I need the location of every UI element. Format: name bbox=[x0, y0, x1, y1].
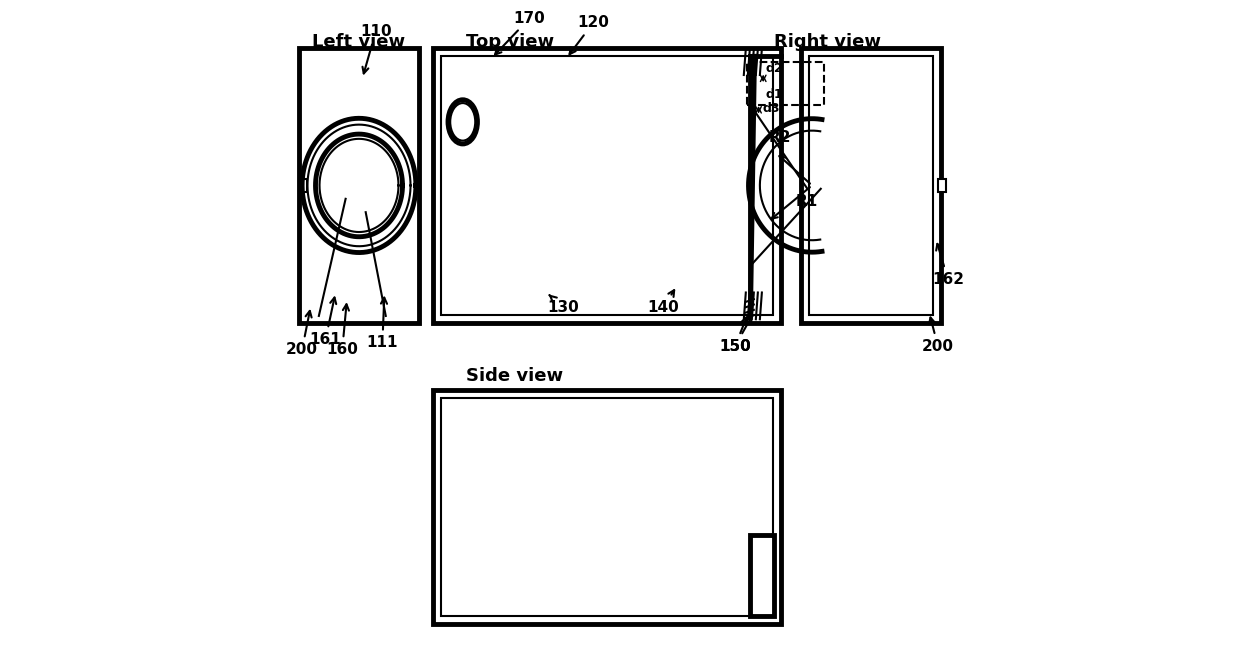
Text: R1: R1 bbox=[795, 194, 817, 208]
Text: 160: 160 bbox=[326, 304, 358, 357]
Text: Right view: Right view bbox=[774, 32, 880, 50]
Text: 200: 200 bbox=[921, 318, 954, 353]
Bar bbox=[440, 56, 773, 314]
Bar bbox=[433, 390, 781, 624]
Text: 150: 150 bbox=[719, 317, 751, 353]
Text: 130: 130 bbox=[547, 295, 579, 314]
Text: Left view: Left view bbox=[312, 32, 405, 50]
Text: d1: d1 bbox=[766, 89, 784, 101]
Text: Top view: Top view bbox=[466, 32, 554, 50]
Text: 161: 161 bbox=[310, 298, 341, 347]
Bar bbox=[750, 536, 774, 616]
Text: R2: R2 bbox=[769, 130, 791, 145]
Bar bbox=[440, 398, 773, 616]
Text: 110: 110 bbox=[360, 24, 392, 73]
Text: d2: d2 bbox=[766, 62, 784, 75]
Bar bbox=[801, 48, 941, 323]
Text: 200: 200 bbox=[286, 311, 319, 357]
Text: 140: 140 bbox=[647, 290, 680, 314]
Text: 120: 120 bbox=[569, 15, 609, 54]
Text: 111: 111 bbox=[367, 298, 398, 350]
Text: 150: 150 bbox=[719, 317, 751, 353]
Text: 170: 170 bbox=[495, 11, 546, 54]
Bar bbox=[748, 62, 825, 105]
Bar bbox=[299, 48, 419, 323]
Text: 162: 162 bbox=[932, 244, 963, 287]
Bar bbox=[937, 179, 946, 192]
Bar bbox=[433, 48, 781, 323]
Bar bbox=[299, 179, 306, 192]
Text: d3: d3 bbox=[763, 102, 780, 115]
Text: Side view: Side view bbox=[466, 367, 563, 385]
Bar bbox=[808, 56, 934, 314]
